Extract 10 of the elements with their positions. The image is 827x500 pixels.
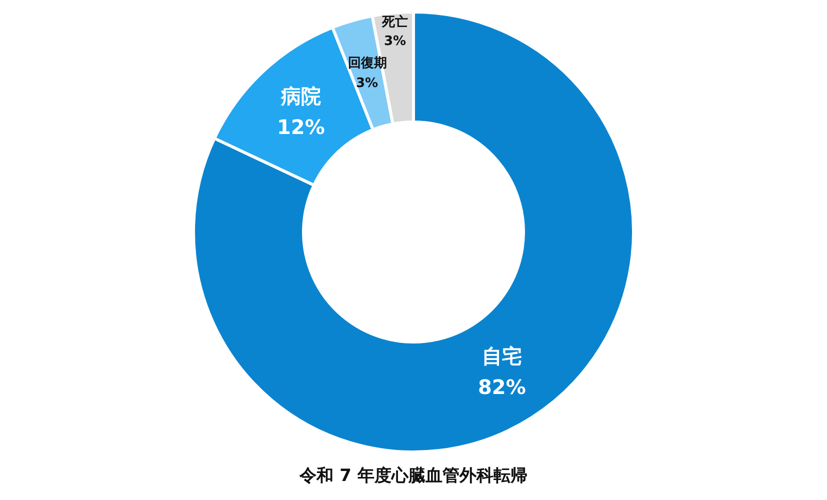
data-label: 82% [478,375,526,399]
data-label: 3% [384,34,406,49]
slice-label: 自宅 [482,344,522,368]
slice-label: 回復期 [348,56,387,71]
data-label: 3% [356,76,378,91]
text: 令和 7 年度心臓血管外科転帰 [298,466,528,486]
slice-label: 死亡 [381,14,408,30]
donut-slice [192,10,635,454]
data-label: 12% [277,115,325,139]
slice-label: 病院 [280,84,321,108]
